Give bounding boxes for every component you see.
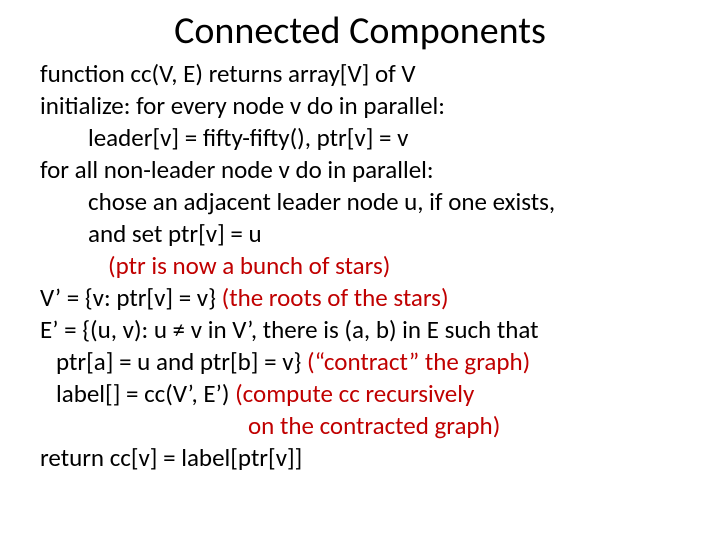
code-text: ptr[a] = u and ptr[b] = v} bbox=[56, 346, 307, 377]
comment-text: (compute cc recursively bbox=[235, 378, 474, 409]
algorithm-body: function cc(V, E) returns array[V] of V … bbox=[40, 58, 680, 474]
slide: Connected Components function cc(V, E) r… bbox=[0, 0, 720, 540]
code-line: function cc(V, E) returns array[V] of V bbox=[40, 58, 680, 90]
comment-line: on the contracted graph) bbox=[40, 410, 680, 442]
code-line: and set ptr[v] = u bbox=[40, 218, 680, 250]
comment-text: (“contract” the graph) bbox=[307, 346, 530, 377]
code-line: label[] = cc(V’, E’) (compute cc recursi… bbox=[40, 378, 680, 410]
code-line: leader[v] = fifty-fifty(), ptr[v] = v bbox=[40, 122, 680, 154]
code-line: initialize: for every node v do in paral… bbox=[40, 90, 680, 122]
code-text: V’ = {v: ptr[v] = v} bbox=[40, 282, 222, 313]
slide-title: Connected Components bbox=[40, 8, 680, 54]
code-text: label[] = cc(V’, E’) bbox=[56, 378, 235, 409]
code-line: ptr[a] = u and ptr[b] = v} (“contract” t… bbox=[40, 346, 680, 378]
code-line: E’ = {(u, v): u ≠ v in V’, there is (a, … bbox=[40, 314, 680, 346]
code-line: V’ = {v: ptr[v] = v} (the roots of the s… bbox=[40, 282, 680, 314]
code-line: for all non-leader node v do in parallel… bbox=[40, 154, 680, 186]
comment-text: (the roots of the stars) bbox=[222, 282, 449, 313]
code-line: return cc[v] = label[ptr[v]] bbox=[40, 442, 680, 474]
comment-line: (ptr is now a bunch of stars) bbox=[40, 250, 680, 282]
code-line: chose an adjacent leader node u, if one … bbox=[40, 186, 680, 218]
